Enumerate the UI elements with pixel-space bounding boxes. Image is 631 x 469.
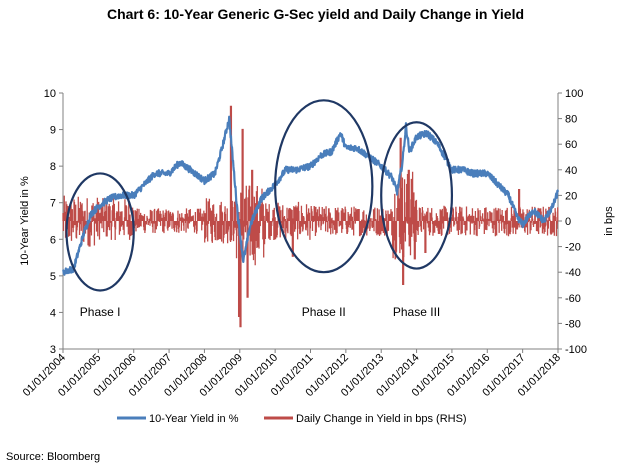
right-tick-label: -20 bbox=[565, 242, 581, 254]
right-tick-label: 80 bbox=[565, 114, 577, 126]
right-tick-label: -60 bbox=[565, 293, 581, 305]
phase-ellipse bbox=[65, 172, 135, 292]
legend-label-change: Daily Change in Yield in bps (RHS) bbox=[296, 413, 467, 425]
right-tick-label: 0 bbox=[565, 216, 571, 228]
y-right-axis-title: in bps bbox=[603, 206, 615, 236]
right-tick-label: 20 bbox=[565, 190, 577, 202]
chart-title: Chart 6: 10-Year Generic G-Sec yield and… bbox=[106, 6, 525, 22]
legend: 10-Year Yield in % Daily Change in Yield … bbox=[117, 413, 467, 425]
phase-label: Phase II bbox=[302, 305, 346, 319]
yield-line bbox=[62, 115, 560, 276]
left-tick-label: 8 bbox=[50, 161, 56, 173]
legend-label-yield: 10-Year Yield in % bbox=[149, 413, 239, 425]
right-tick-label: -100 bbox=[565, 344, 587, 356]
phase-annotations: Phase I Phase II Phase III bbox=[65, 99, 454, 319]
daily-change-series bbox=[62, 105, 559, 328]
left-tick-label: 5 bbox=[50, 271, 56, 283]
y-left-axis-title: 10-Year Yield in % bbox=[19, 176, 31, 266]
source-note: Source: Bloomberg bbox=[6, 451, 101, 463]
phase-ellipse bbox=[380, 121, 454, 270]
daily-change-bars bbox=[62, 171, 559, 266]
phase-label: Phase I bbox=[80, 305, 121, 319]
left-tick-label: 9 bbox=[50, 125, 56, 137]
left-tick-label: 10 bbox=[44, 88, 56, 100]
yield-series bbox=[62, 115, 560, 276]
right-tick-label: -80 bbox=[565, 318, 581, 330]
right-tick-label: 40 bbox=[565, 165, 577, 177]
axis-labels: 345678910-100-80-60-40-2002040608010001/… bbox=[19, 88, 615, 399]
left-tick-label: 6 bbox=[50, 234, 56, 246]
left-tick-label: 4 bbox=[50, 307, 56, 319]
phase-ellipse bbox=[274, 99, 374, 274]
right-tick-label: 60 bbox=[565, 139, 577, 151]
left-tick-label: 3 bbox=[50, 344, 56, 356]
right-tick-label: 100 bbox=[565, 88, 583, 100]
phase-label: Phase III bbox=[393, 305, 440, 319]
left-tick-label: 7 bbox=[50, 198, 56, 210]
right-tick-label: -40 bbox=[565, 267, 581, 279]
